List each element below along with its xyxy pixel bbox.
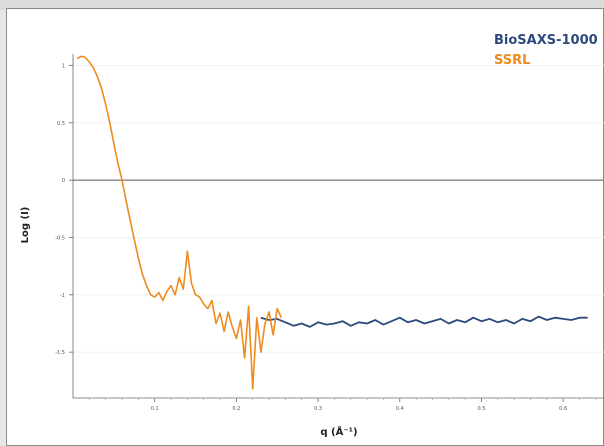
x-axis-title: q (Å⁻¹) [320, 425, 357, 438]
y-tick-label-2: 0 [62, 178, 65, 184]
x-tick-label-1: 0.2 [232, 406, 240, 412]
gridlines [73, 64, 604, 353]
y-tick-label-1: 0.5 [57, 121, 65, 127]
x-ticks: 0.1 0.2 0.3 0.4 0.5 0.6 [89, 398, 597, 412]
y-tick-label-4: -1 [60, 293, 65, 299]
series-layer [76, 55, 588, 390]
y-tick-label-5: -1.5 [55, 350, 65, 356]
legend-item-biosaxs: BioSAXS-1000 [494, 33, 598, 48]
x-tick-label-5: 0.6 [559, 406, 567, 412]
legend-item-ssrl: SSRL [494, 53, 530, 68]
series-line-ssrl [76, 55, 283, 390]
x-tick-label-0: 0.1 [151, 406, 159, 412]
top-strip [0, 0, 604, 10]
x-tick-label-3: 0.4 [396, 406, 404, 412]
y-tick-label-3: -0.5 [55, 235, 65, 241]
y-axis-title: Log (I) [20, 207, 31, 244]
x-tick-label-4: 0.5 [477, 406, 485, 412]
x-tick-label-2: 0.3 [314, 406, 322, 412]
chart-card [6, 8, 604, 446]
y-tick-label-0: 1 [62, 63, 65, 69]
y-ticks: 1 0.5 0 -0.5 -1 -1.5 [55, 63, 73, 356]
series-line-biosaxs-1000 [260, 315, 588, 328]
